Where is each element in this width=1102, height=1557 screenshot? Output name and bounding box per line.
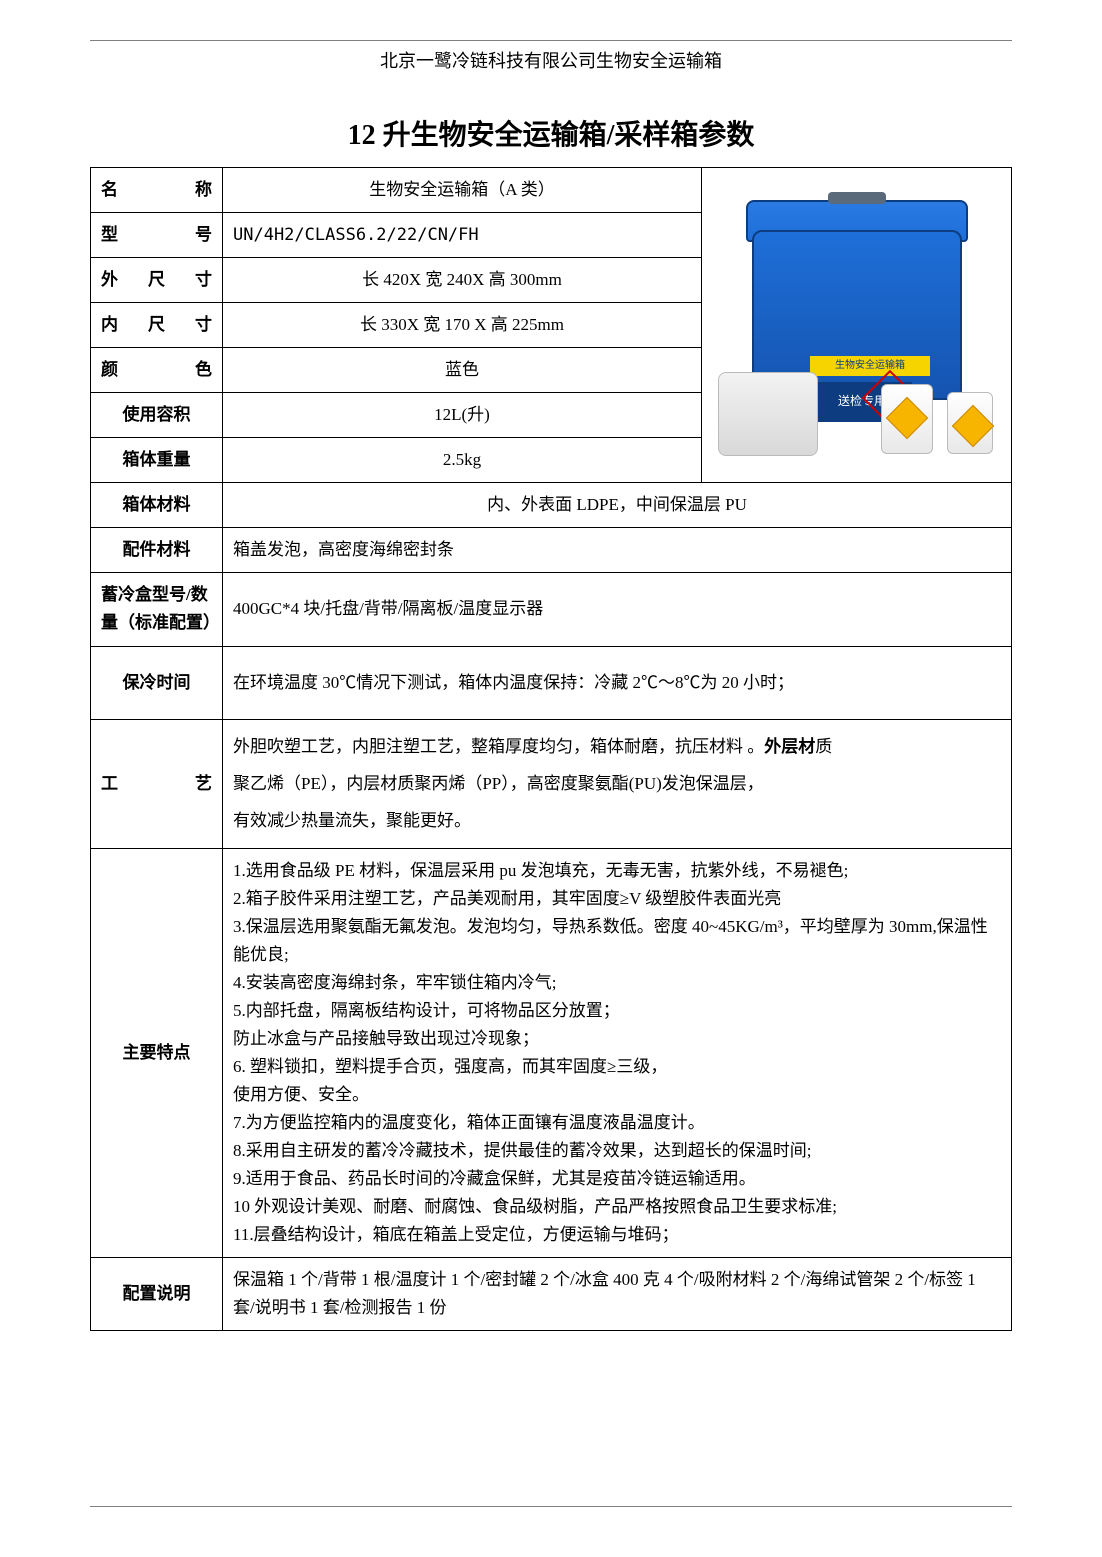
label-model: 型号: [91, 213, 223, 258]
table-row: 箱体材料 内、外表面 LDPE，中间保温层 PU: [91, 483, 1012, 528]
specimen-jar: [881, 384, 933, 454]
value-model: UN/4H2/CLASS6.2/22/CN/FH: [223, 213, 702, 258]
label-config: 配置说明: [91, 1258, 223, 1331]
feature-line: 6. 塑料锁扣，塑料提手合页，强度高，而其牢固度≥三级，: [233, 1053, 1001, 1081]
value-process: 外胆吹塑工艺，内胆注塑工艺，整箱厚度均匀，箱体耐磨，抗压材料 。外层材质 聚乙烯…: [223, 719, 1012, 848]
label-features: 主要特点: [91, 848, 223, 1258]
process-line2: 聚乙烯（PE），内层材质聚丙烯（PP），高密度聚氨酯(PU)发泡保温层，: [233, 774, 764, 793]
biohazard-icon: [886, 397, 928, 439]
value-weight: 2.5kg: [223, 438, 702, 483]
box-yellow-label: 生物安全运输箱: [810, 356, 930, 376]
feature-line: 4.安装高密度海绵封条，牢牢锁住箱内冷气;: [233, 969, 1001, 997]
process-line3: 有效减少热量流失，聚能更好。: [233, 811, 471, 830]
value-cold-box: 400GC*4 块/托盘/背带/隔离板/温度显示器: [223, 573, 1012, 646]
box-handle: [828, 192, 886, 204]
company-header: 北京一鹭冷链科技有限公司生物安全运输箱: [90, 47, 1012, 73]
label-process: 工艺: [91, 719, 223, 848]
label-inner: 内尺寸: [91, 303, 223, 348]
label-cold-time: 保冷时间: [91, 646, 223, 719]
header-rule: [90, 40, 1012, 41]
product-illustration: 生物安全运输箱 送检专用: [712, 190, 1001, 460]
table-row: 名称 生物安全运输箱（A 类） 生物安全运输箱 送检专用: [91, 168, 1012, 213]
value-box-material: 内、外表面 LDPE，中间保温层 PU: [223, 483, 1012, 528]
feature-line: 9.适用于食品、药品长时间的冷藏盒保鲜，尤其是疫苗冷链运输适用。: [233, 1165, 1001, 1193]
label-volume: 使用容积: [91, 393, 223, 438]
value-name: 生物安全运输箱（A 类）: [223, 168, 702, 213]
label-cold-box: 蓄冷盒型号/数量（标准配置）: [91, 573, 223, 646]
process-line1-bold: 外层材: [764, 737, 815, 756]
feature-line: 2.箱子胶件采用注塑工艺，产品美观耐用，其牢固度≥V 级塑胶件表面光亮: [233, 885, 1001, 913]
product-image-cell: 生物安全运输箱 送检专用: [702, 168, 1012, 483]
value-config: 保温箱 1 个/背带 1 根/温度计 1 个/密封罐 2 个/冰盒 400 克 …: [223, 1258, 1012, 1331]
feature-line: 防止冰盒与产品接触导致出现过冷现象；: [233, 1025, 1001, 1053]
label-box-material: 箱体材料: [91, 483, 223, 528]
table-row: 主要特点 1.选用食品级 PE 材料，保温层采用 pu 发泡填充，无毒无害，抗紫…: [91, 848, 1012, 1258]
feature-line: 8.采用自主研发的蓄冷冷藏技术，提供最佳的蓄冷效果，达到超长的保温时间;: [233, 1137, 1001, 1165]
table-row: 工艺 外胆吹塑工艺，内胆注塑工艺，整箱厚度均匀，箱体耐磨，抗压材料 。外层材质 …: [91, 719, 1012, 848]
document-page: 北京一鹭冷链科技有限公司生物安全运输箱 12 升生物安全运输箱/采样箱参数 名称…: [0, 0, 1102, 1557]
table-row: 配件材料 箱盖发泡，高密度海绵密封条: [91, 528, 1012, 573]
spec-table: 名称 生物安全运输箱（A 类） 生物安全运输箱 送检专用: [90, 167, 1012, 1331]
label-color: 颜色: [91, 348, 223, 393]
value-cold-time: 在环境温度 30℃情况下测试，箱体内温度保持：冷藏 2℃～8℃为 20 小时；: [223, 646, 1012, 719]
value-color: 蓝色: [223, 348, 702, 393]
feature-line: 10 外观设计美观、耐磨、耐腐蚀、食品级树脂，产品严格按照食品卫生要求标准;: [233, 1193, 1001, 1221]
label-weight: 箱体重量: [91, 438, 223, 483]
label-outer: 外尺寸: [91, 258, 223, 303]
document-title: 12 升生物安全运输箱/采样箱参数: [90, 113, 1012, 153]
process-line1-pre: 外胆吹塑工艺，内胆注塑工艺，整箱厚度均匀，箱体耐磨，抗压材料 。: [233, 737, 764, 756]
value-volume: 12L(升): [223, 393, 702, 438]
feature-line: 5.内部托盘，隔离板结构设计，可将物品区分放置；: [233, 997, 1001, 1025]
biohazard-icon: [952, 405, 994, 447]
label-name: 名称: [91, 168, 223, 213]
table-row: 配置说明 保温箱 1 个/背带 1 根/温度计 1 个/密封罐 2 个/冰盒 4…: [91, 1258, 1012, 1331]
label-acc-material: 配件材料: [91, 528, 223, 573]
value-inner: 长 330X 宽 170 X 高 225mm: [223, 303, 702, 348]
feature-line: 11.层叠结构设计，箱底在箱盖上受定位，方便运输与堆码；: [233, 1221, 1001, 1249]
feature-line: 7.为方便监控箱内的温度变化，箱体正面镶有温度液晶温度计。: [233, 1109, 1001, 1137]
feature-line: 3.保温层选用聚氨酯无氟发泡。发泡均匀，导热系数低。密度 40~45KG/m³，…: [233, 913, 1001, 969]
feature-line: 1.选用食品级 PE 材料，保温层采用 pu 发泡填充，无毒无害，抗紫外线，不易…: [233, 857, 1001, 885]
value-features: 1.选用食品级 PE 材料，保温层采用 pu 发泡填充，无毒无害，抗紫外线，不易…: [223, 848, 1012, 1258]
feature-line: 使用方便、安全。: [233, 1081, 1001, 1109]
value-acc-material: 箱盖发泡，高密度海绵密封条: [223, 528, 1012, 573]
footer-rule: [90, 1506, 1012, 1507]
value-outer: 长 420X 宽 240X 高 300mm: [223, 258, 702, 303]
ice-pack: [718, 372, 818, 456]
specimen-jar: [947, 392, 993, 454]
table-row: 保冷时间 在环境温度 30℃情况下测试，箱体内温度保持：冷藏 2℃～8℃为 20…: [91, 646, 1012, 719]
process-line1-post: 质: [815, 737, 832, 756]
table-row: 蓄冷盒型号/数量（标准配置） 400GC*4 块/托盘/背带/隔离板/温度显示器: [91, 573, 1012, 646]
